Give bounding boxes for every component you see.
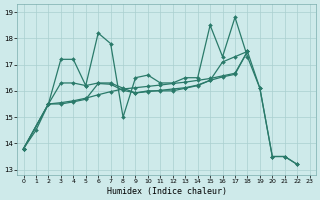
X-axis label: Humidex (Indice chaleur): Humidex (Indice chaleur) (107, 187, 227, 196)
